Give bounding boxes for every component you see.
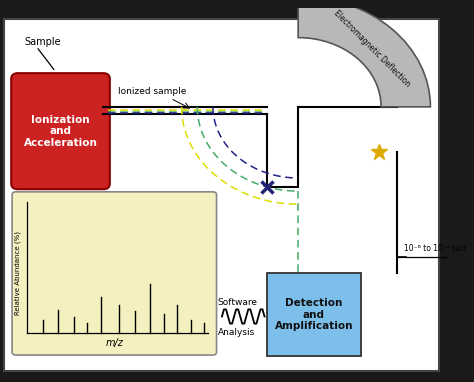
Text: Electromagnetic Deflection: Electromagnetic Deflection bbox=[332, 9, 412, 89]
Text: Ionization
and
Acceleration: Ionization and Acceleration bbox=[24, 115, 98, 148]
Text: Ionized sample: Ionized sample bbox=[118, 87, 187, 96]
Text: Relative Abundance (%): Relative Abundance (%) bbox=[15, 231, 21, 316]
Text: m/z: m/z bbox=[105, 338, 123, 348]
FancyBboxPatch shape bbox=[4, 19, 439, 371]
Text: Analysis: Analysis bbox=[218, 328, 255, 337]
FancyBboxPatch shape bbox=[12, 192, 217, 355]
Text: Software: Software bbox=[218, 298, 257, 307]
Text: Sample: Sample bbox=[25, 37, 61, 47]
Text: Detection
and
Amplification: Detection and Amplification bbox=[274, 298, 353, 331]
Text: 10⁻⁶ to 10⁻⁴ torr: 10⁻⁶ to 10⁻⁴ torr bbox=[403, 244, 466, 253]
FancyBboxPatch shape bbox=[11, 73, 110, 189]
Bar bbox=[267, 274, 361, 356]
Wedge shape bbox=[298, 0, 430, 107]
